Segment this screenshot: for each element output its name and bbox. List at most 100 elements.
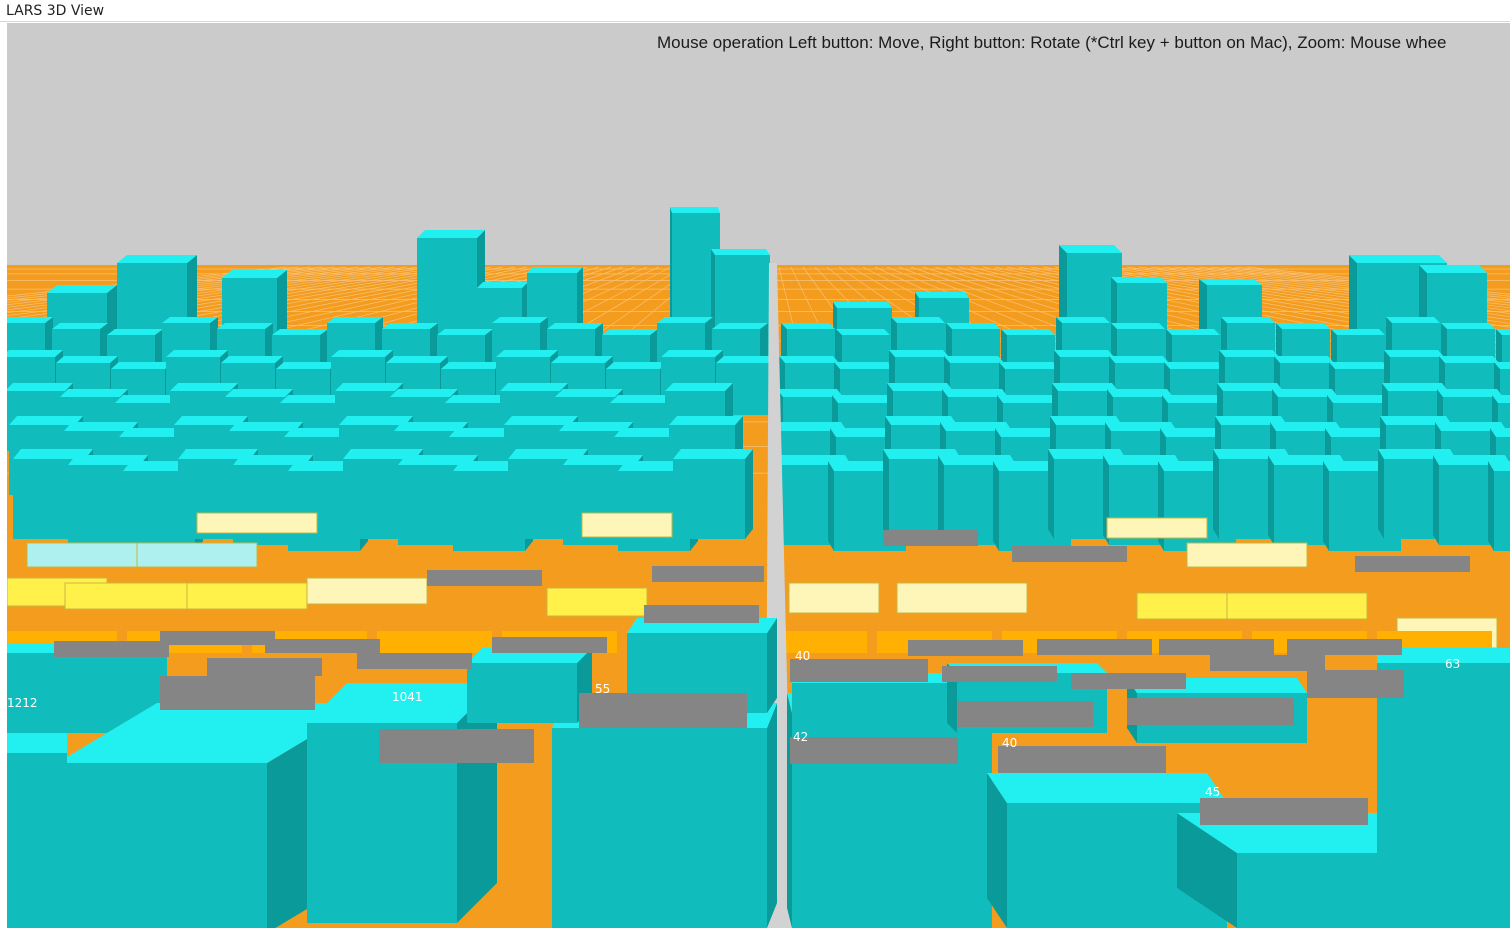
block-face xyxy=(1327,395,1393,403)
block-face xyxy=(1107,389,1173,397)
block-face xyxy=(1494,471,1510,551)
building-block[interactable] xyxy=(467,648,592,723)
block-face xyxy=(1111,323,1165,329)
floor-tile xyxy=(1106,517,1208,539)
block-face xyxy=(307,723,457,923)
block-face xyxy=(504,416,578,425)
block-face xyxy=(117,255,197,263)
building-block[interactable] xyxy=(1377,648,1510,928)
block-face xyxy=(1059,245,1122,253)
block-face xyxy=(386,356,448,363)
block-face xyxy=(942,389,1008,397)
block-face xyxy=(1433,455,1439,545)
block-face xyxy=(1441,323,1495,329)
block-face xyxy=(1276,323,1330,329)
block-face xyxy=(885,416,957,425)
block-face xyxy=(673,459,745,539)
block-face xyxy=(221,356,283,363)
block-face xyxy=(551,356,613,363)
redaction-box xyxy=(1012,546,1127,562)
block-face xyxy=(398,455,478,465)
block-face xyxy=(7,317,53,323)
grid-line xyxy=(7,266,360,311)
block-face xyxy=(673,449,753,459)
block-face xyxy=(1439,356,1499,363)
redaction-box xyxy=(357,653,472,669)
floor-tile-orange xyxy=(377,631,492,653)
block-face xyxy=(9,416,83,425)
block-face xyxy=(1492,395,1510,403)
block-face xyxy=(944,356,1004,363)
block-face xyxy=(496,350,558,357)
block-face xyxy=(508,459,580,539)
block-face xyxy=(1496,329,1510,335)
redaction-box xyxy=(1307,670,1404,698)
block-face xyxy=(828,461,834,551)
block-face xyxy=(1213,449,1219,539)
building-block[interactable] xyxy=(987,773,1227,928)
block-face xyxy=(1001,329,1055,335)
block-face xyxy=(716,356,778,363)
redaction-box xyxy=(265,639,380,653)
block-face xyxy=(891,317,945,323)
redaction-box xyxy=(1159,639,1274,655)
block-face xyxy=(225,389,293,397)
block-face xyxy=(1056,317,1110,323)
block-face xyxy=(1105,422,1177,431)
block-face xyxy=(217,323,273,329)
block-face xyxy=(1164,362,1224,369)
redaction-box xyxy=(908,640,1023,656)
block-face xyxy=(453,471,525,551)
block-face xyxy=(343,449,423,459)
block-face xyxy=(500,383,568,391)
building-block[interactable] xyxy=(673,449,753,539)
redaction-box xyxy=(160,676,315,710)
floor-tile xyxy=(196,512,318,534)
redaction-box xyxy=(1210,655,1325,671)
block-face xyxy=(166,350,228,357)
block-face xyxy=(1221,317,1275,323)
block-face xyxy=(1272,389,1338,397)
block-face xyxy=(767,618,777,713)
block-face xyxy=(7,653,167,733)
block-face xyxy=(1378,449,1384,539)
block-face xyxy=(1199,279,1262,285)
block-face xyxy=(7,733,67,753)
building-block[interactable] xyxy=(552,703,777,928)
redaction-box xyxy=(160,631,275,645)
floor-tile xyxy=(136,542,258,568)
building-block[interactable] xyxy=(1488,461,1510,551)
block-face xyxy=(1215,416,1287,425)
block-face xyxy=(999,362,1059,369)
block-face xyxy=(946,323,1000,329)
redaction-box xyxy=(957,701,1093,727)
3d-viewport[interactable]: 40 42 40 45 55 1041 1212 63 Mouse operation Lef… xyxy=(7,23,1510,928)
block-face xyxy=(563,455,643,465)
block-face xyxy=(940,422,1012,431)
block-face xyxy=(1490,428,1510,437)
block-face xyxy=(527,267,583,273)
block-face xyxy=(178,449,258,459)
block-face xyxy=(68,455,148,465)
floor-tile xyxy=(64,582,206,610)
block-face xyxy=(57,763,267,928)
building-block[interactable] xyxy=(7,733,67,928)
block-face xyxy=(1166,329,1220,335)
block-face xyxy=(7,383,73,391)
block-face xyxy=(280,395,348,403)
block-face xyxy=(1494,362,1510,369)
block-label: 1041 xyxy=(392,690,423,704)
block-face xyxy=(441,362,503,369)
floor-tile xyxy=(1136,592,1238,620)
block-label: 40 xyxy=(1002,736,1017,750)
block-face xyxy=(1109,356,1169,363)
block-face xyxy=(1048,449,1054,539)
3d-scene[interactable]: 40 42 40 45 55 1041 1212 63 xyxy=(7,23,1510,928)
redaction-box xyxy=(942,666,1057,682)
block-face xyxy=(665,383,733,391)
redaction-box xyxy=(644,605,759,623)
block-face xyxy=(559,422,633,431)
block-face xyxy=(343,459,415,539)
block-face xyxy=(832,395,898,403)
block-face xyxy=(382,323,438,329)
